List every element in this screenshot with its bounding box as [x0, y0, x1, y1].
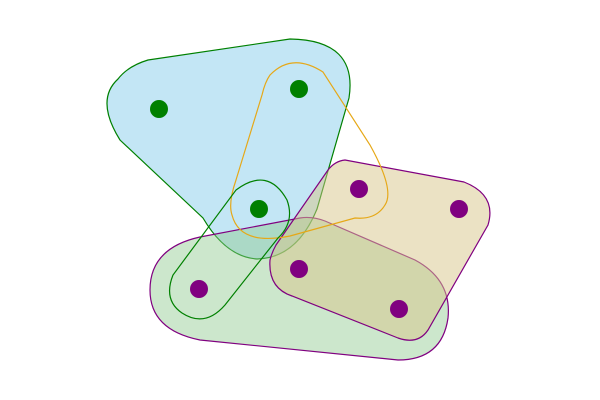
node-n3	[250, 200, 268, 218]
node-n4	[350, 180, 368, 198]
hyperedge-tan	[269, 159, 491, 341]
hyperedge-blue	[106, 38, 351, 260]
node-n5	[450, 200, 468, 218]
node-n2	[290, 80, 308, 98]
node-n1	[150, 100, 168, 118]
hyperedge-green-small	[168, 179, 291, 320]
hyperedge-orange	[230, 62, 389, 240]
node-n6	[290, 260, 308, 278]
node-n7	[190, 280, 208, 298]
node-n8	[390, 300, 408, 318]
